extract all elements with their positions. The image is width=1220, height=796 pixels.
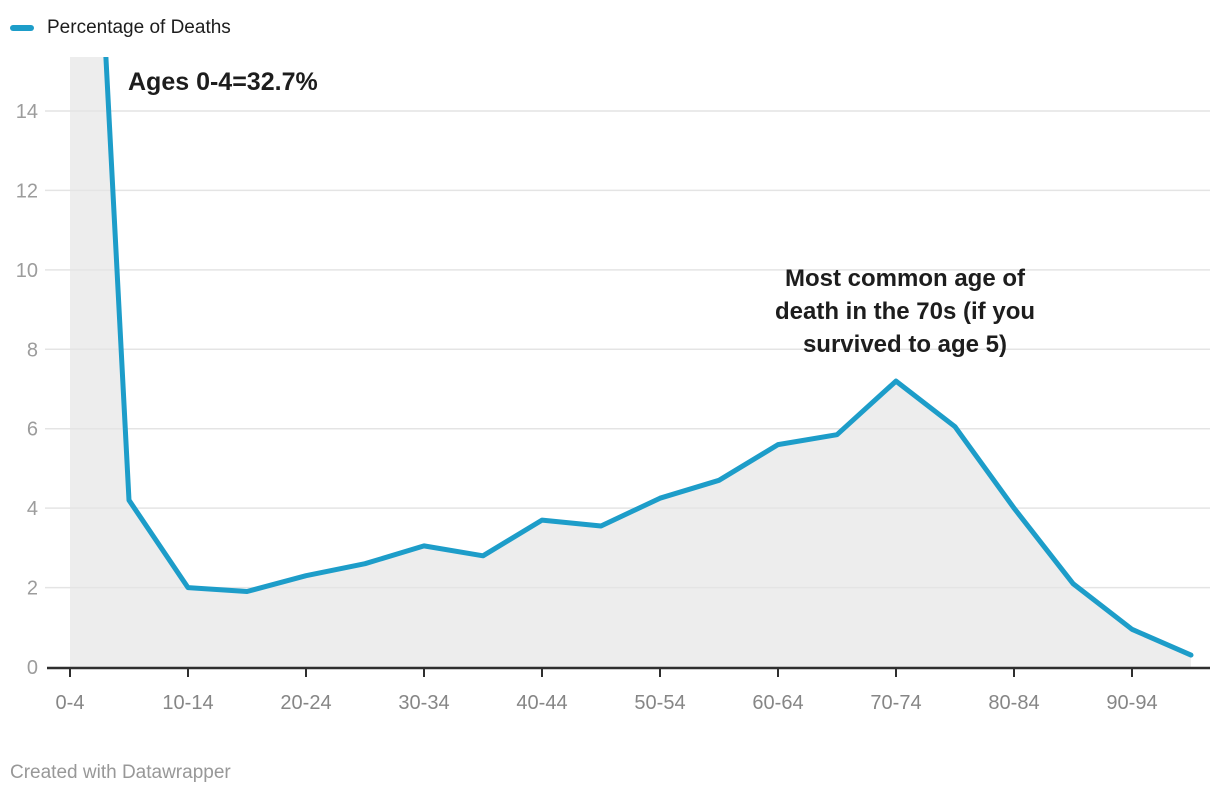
y-labels: 0 2 4 6 8 10 12 14 bbox=[16, 101, 38, 679]
svg-text:70-74: 70-74 bbox=[870, 692, 921, 714]
svg-text:14: 14 bbox=[16, 101, 38, 123]
svg-text:0-4: 0-4 bbox=[56, 692, 85, 714]
annotation-ages-0-4: Ages 0-4=32.7% bbox=[128, 68, 318, 96]
x-labels: 0-4 10-14 20-24 30-34 40-44 50-54 60-64 70-74 80… bbox=[56, 692, 1158, 714]
svg-text:90-94: 90-94 bbox=[1106, 692, 1157, 714]
svg-text:8: 8 bbox=[27, 339, 38, 361]
svg-text:20-24: 20-24 bbox=[280, 692, 331, 714]
svg-text:6: 6 bbox=[27, 419, 38, 441]
svg-text:50-54: 50-54 bbox=[634, 692, 685, 714]
svg-text:60-64: 60-64 bbox=[752, 692, 803, 714]
svg-text:10: 10 bbox=[16, 260, 38, 282]
svg-text:40-44: 40-44 bbox=[516, 692, 567, 714]
svg-text:4: 4 bbox=[27, 498, 38, 520]
svg-text:30-34: 30-34 bbox=[398, 692, 449, 714]
datawrapper-credit-link[interactable]: Created with Datawrapper bbox=[10, 762, 231, 783]
svg-text:2: 2 bbox=[27, 578, 38, 600]
svg-text:12: 12 bbox=[16, 180, 38, 202]
legend: Percentage of Deaths bbox=[10, 17, 231, 39]
legend-line-swatch-icon bbox=[10, 25, 34, 31]
area-fill bbox=[70, 57, 1191, 667]
svg-text:0: 0 bbox=[27, 657, 38, 679]
x-axis bbox=[47, 666, 1210, 677]
svg-text:10-14: 10-14 bbox=[162, 692, 213, 714]
chart-canvas: 0-4 10-14 20-24 30-34 40-44 50-54 60-64 70-74 80… bbox=[16, 57, 1210, 714]
svg-text:80-84: 80-84 bbox=[988, 692, 1039, 714]
legend-label: Percentage of Deaths bbox=[47, 17, 231, 38]
data-line bbox=[103, 57, 1194, 658]
annotation-most-common-age: Most common age of death in the 70s (if … bbox=[774, 265, 1036, 358]
